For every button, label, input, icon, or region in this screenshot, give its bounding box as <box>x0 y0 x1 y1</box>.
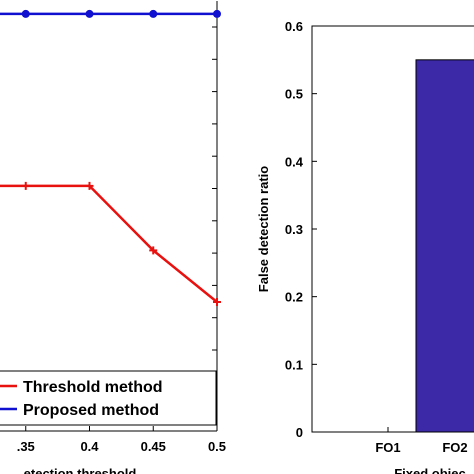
x-tick-label: FO1 <box>375 440 400 455</box>
left-x-ticks: .35 0.4 0.45 0.5 <box>17 426 226 454</box>
x-tick-label: FO2 <box>442 440 467 455</box>
legend-label-threshold: Threshold method <box>23 379 163 396</box>
data-point <box>21 9 30 18</box>
bar <box>415 59 474 433</box>
data-point <box>213 298 221 306</box>
legend-label-proposed: Proposed method <box>23 402 159 419</box>
y-tick-label: 0.4 <box>285 154 304 169</box>
data-point <box>213 9 221 18</box>
y-tick-label: 0.1 <box>285 357 303 372</box>
x-tick-label: 0.5 <box>208 439 226 454</box>
x-tick-label: 0.4 <box>80 439 99 454</box>
data-point <box>85 181 94 190</box>
bar-chart: 00.10.20.30.40.50.6 FO1FO2FO3 False dete… <box>256 19 474 474</box>
series-line <box>0 184 218 303</box>
y-tick-label: 0 <box>296 425 303 440</box>
legend-box <box>0 370 217 426</box>
right-y-ticks: 0 0.1 0.2 0.3 0.4 0.5 0.6 <box>285 19 317 440</box>
data-point <box>21 181 30 190</box>
bar-group <box>415 59 474 433</box>
y-tick-label: 0.3 <box>285 222 303 237</box>
left-right-ticks <box>212 26 217 416</box>
data-point <box>149 246 158 255</box>
data-point <box>85 9 94 18</box>
right-x-ticks: FO1FO2FO3 <box>375 427 468 455</box>
left-x-axis-label: etection threshold <box>24 466 137 474</box>
line-chart: .35 0.4 0.45 0.5 etection threshold Thresho… <box>0 1 226 474</box>
x-tick-label: 0.45 <box>141 439 166 454</box>
data-point <box>149 9 158 18</box>
right-x-axis-label: Fixed objec <box>394 466 466 474</box>
y-tick-label: 0.6 <box>285 19 303 34</box>
line-series-group <box>0 9 221 306</box>
right-y-axis-label: False detection ratio <box>256 166 271 292</box>
x-tick-label: .35 <box>17 439 35 454</box>
y-tick-label: 0.5 <box>285 87 303 102</box>
y-tick-label: 0.2 <box>285 290 303 305</box>
legend: Threshold method Proposed method <box>0 370 217 426</box>
